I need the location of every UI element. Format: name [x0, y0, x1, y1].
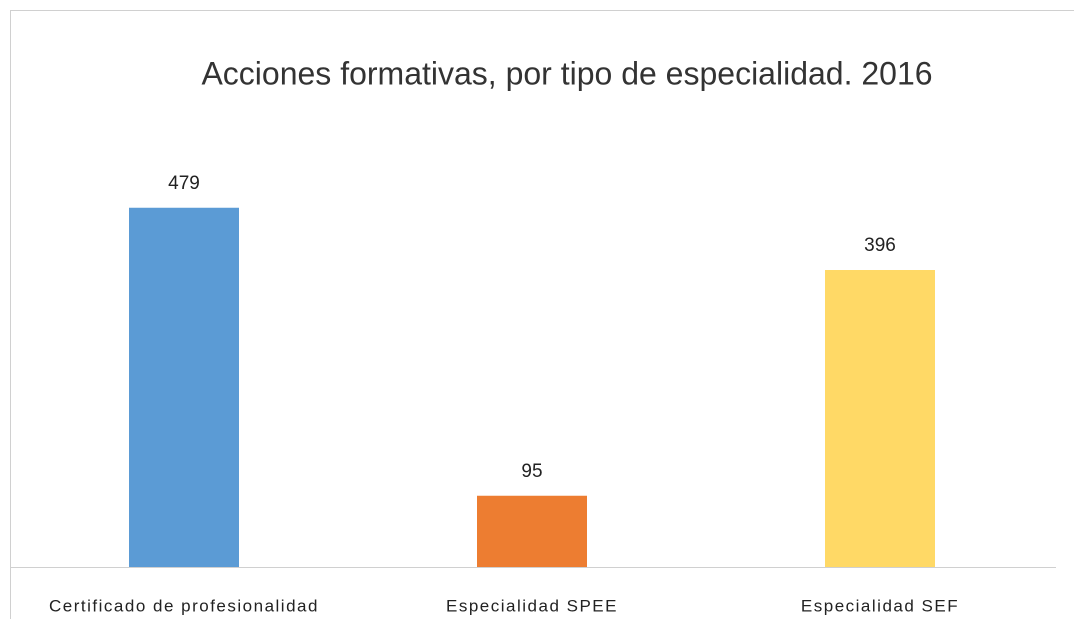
chart-title: Acciones formativas, por tipo de especia…	[201, 55, 932, 91]
bar	[477, 495, 587, 567]
x-tick-label: Certificado de profesionalidad	[49, 596, 319, 615]
data-label: 95	[521, 461, 542, 482]
data-label: 396	[864, 235, 896, 256]
data-label: 479	[168, 173, 200, 194]
bar	[825, 270, 935, 567]
bar	[129, 207, 239, 567]
x-tick-label: Especialidad SPEE	[446, 596, 618, 615]
x-tick-label: Especialidad SEF	[801, 596, 959, 615]
